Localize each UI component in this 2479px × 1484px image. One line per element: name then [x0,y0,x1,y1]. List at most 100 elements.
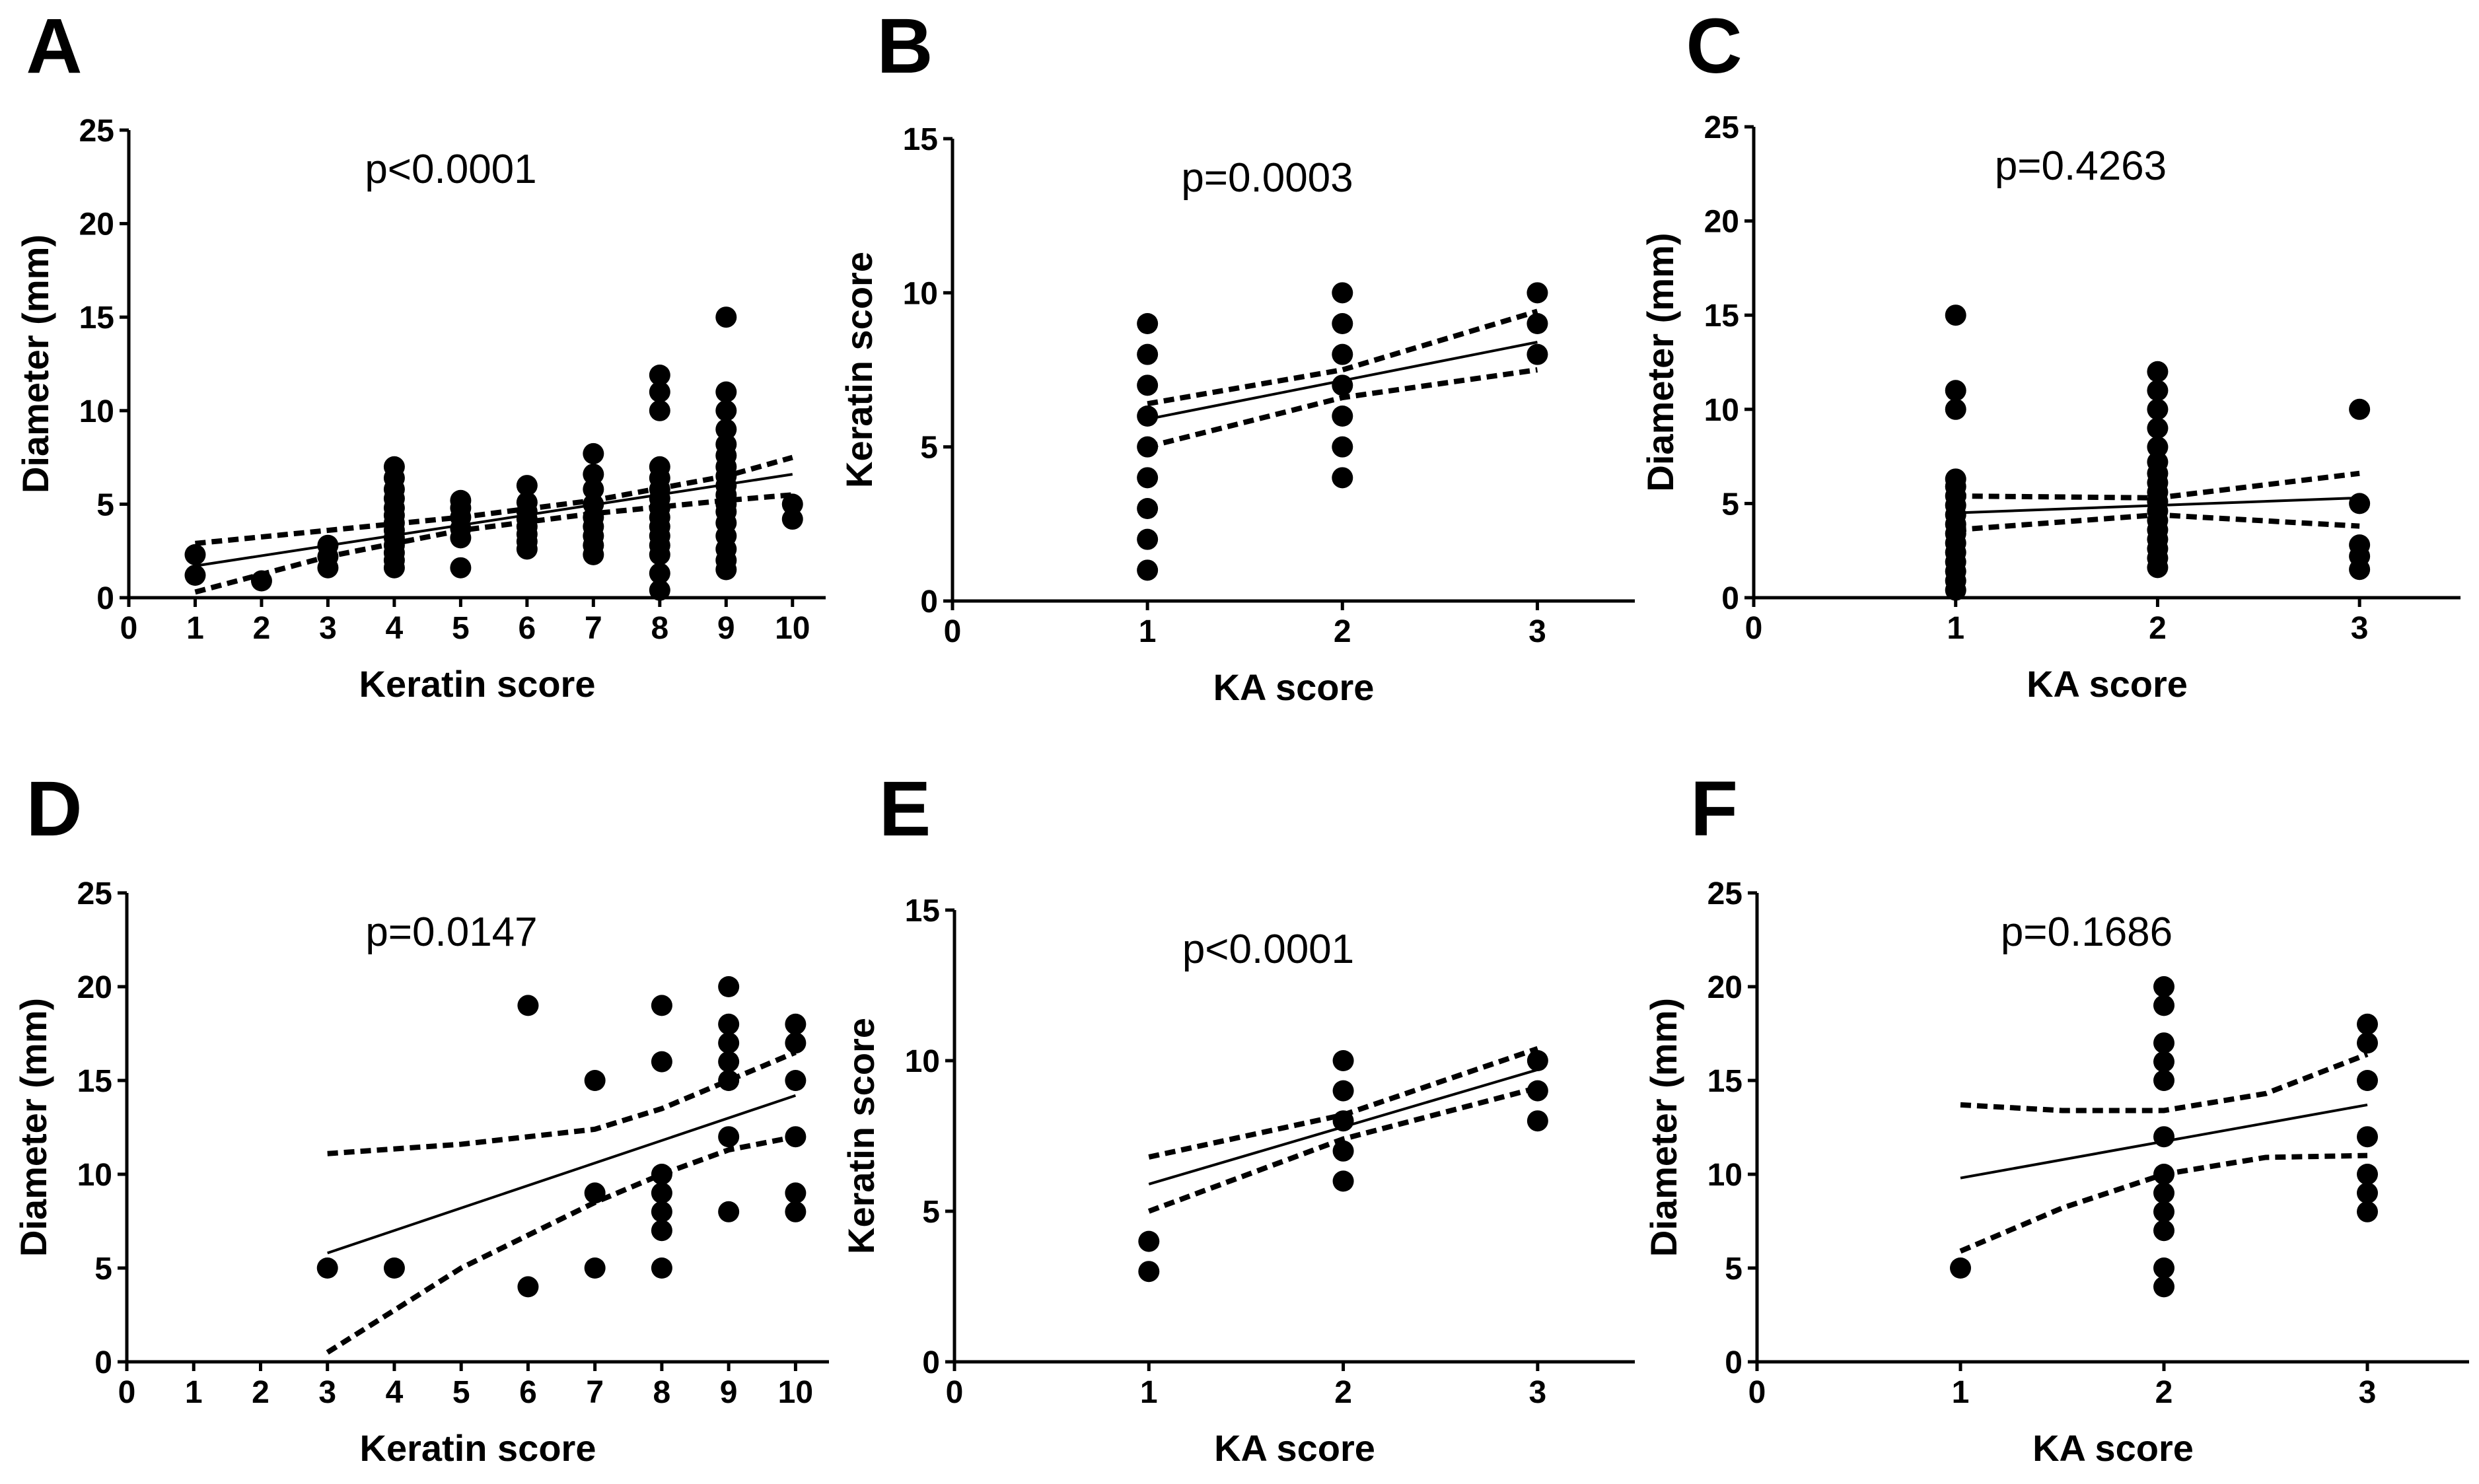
y-tick-label: 25 [1704,110,1739,145]
data-point [1137,559,1159,581]
data-point [2153,1164,2174,1185]
x-tick-label: 5 [452,611,470,646]
panel-letter: B [877,3,933,90]
data-point [383,1257,405,1279]
regression-line [327,1094,797,1255]
data-point [651,995,672,1016]
x-tick-label: 8 [653,1375,671,1410]
ci-lower-line [1147,1085,1538,1214]
data-point [316,1257,338,1279]
data-point [2357,1201,2378,1222]
data-point [718,976,740,997]
y-tick-label: 25 [1707,876,1742,911]
y-axis-label: Diameter (mm) [15,234,56,493]
data-point [450,557,472,579]
data-point [2147,451,2169,473]
data-point [2153,1070,2174,1091]
x-axis-label: Keratin score [360,1427,596,1469]
data-point [2357,1013,2378,1035]
data-point [1527,1050,1548,1071]
y-tick-label: 0 [94,1345,112,1380]
x-tick-label: 0 [120,611,138,646]
data-point [649,381,670,403]
x-tick-label: 3 [318,1375,336,1410]
data-point [1332,1050,1354,1071]
data-point [1527,313,1548,334]
data-point [718,1051,740,1073]
data-point [1332,1080,1354,1102]
data-point [1332,343,1353,365]
data-point [2153,1257,2174,1279]
x-tick-label: 0 [1748,1375,1766,1410]
panel-a: A 0 1 2 3 4 5 6 7 8 9 10 0 5 10 15 20 25 Keratin score Diam… [15,3,826,705]
y-tick-label: 5 [1725,1252,1742,1287]
x-tick-label: 2 [2149,611,2167,646]
data-point [718,1013,740,1035]
y-tick-label: 10 [905,1044,940,1079]
data-point [517,1276,539,1298]
y-tick-label: 20 [1707,970,1742,1005]
x-tick-label: 1 [1140,1375,1158,1410]
data-point [583,464,604,485]
data-point [1332,313,1353,334]
data-point [1332,1110,1354,1132]
p-value-annotation: p=0.0003 [1181,155,1353,201]
y-tick-label: 10 [1707,1158,1742,1193]
ci-upper-line [327,1049,797,1156]
x-axis-label: KA score [2032,1427,2194,1469]
panel-letter: E [879,765,931,853]
y-axis-label: Diameter (mm) [1643,998,1684,1257]
data-point [649,563,670,584]
data-point [715,400,737,421]
data-point [250,570,272,592]
data-point [785,1032,807,1054]
x-tick-label: 3 [319,611,337,646]
data-point [2147,398,2169,420]
y-tick-label: 15 [1707,1064,1742,1099]
y-tick-label: 0 [922,1345,940,1380]
data-point [1137,406,1159,427]
data-point [1138,1261,1160,1283]
x-tick-label: 3 [1528,614,1546,649]
x-tick-label: 9 [720,1375,738,1410]
x-tick-label: 3 [2351,611,2369,646]
x-tick-label: 0 [944,614,962,649]
x-tick-label: 2 [253,611,271,646]
p-value-annotation: p<0.0001 [1182,927,1354,972]
y-tick-label: 5 [96,487,114,522]
data-point [2357,1182,2378,1204]
data-point [785,1182,807,1204]
data-point [781,493,803,515]
x-tick-label: 10 [778,1375,813,1410]
data-point [1332,282,1353,304]
data-point [1137,528,1159,550]
data-point [1332,436,1353,458]
data-point [517,995,539,1016]
data-point [2357,1032,2378,1054]
data-point [584,1182,606,1204]
data-point [651,1051,672,1073]
y-tick-label: 5 [1721,487,1739,522]
data-point [2349,398,2371,420]
x-tick-label: 1 [186,611,204,646]
data-point [715,306,737,328]
x-tick-label: 1 [185,1375,203,1410]
x-axis-label: KA score [2027,663,2188,705]
x-tick-label: 0 [1745,611,1763,646]
data-point [651,1220,672,1242]
data-point [2153,1220,2174,1242]
y-tick-label: 10 [903,276,938,311]
x-tick-label: 6 [519,1375,537,1410]
data-point [1945,398,1966,420]
data-point [649,400,670,421]
data-point [2153,1051,2174,1073]
y-tick-label: 20 [79,207,114,242]
x-tick-label: 8 [651,611,668,646]
data-point [649,579,670,601]
data-point [516,475,538,497]
data-point [2349,493,2371,514]
data-point [2153,1126,2174,1148]
ci-lower-line [194,492,793,595]
data-point [649,456,670,477]
